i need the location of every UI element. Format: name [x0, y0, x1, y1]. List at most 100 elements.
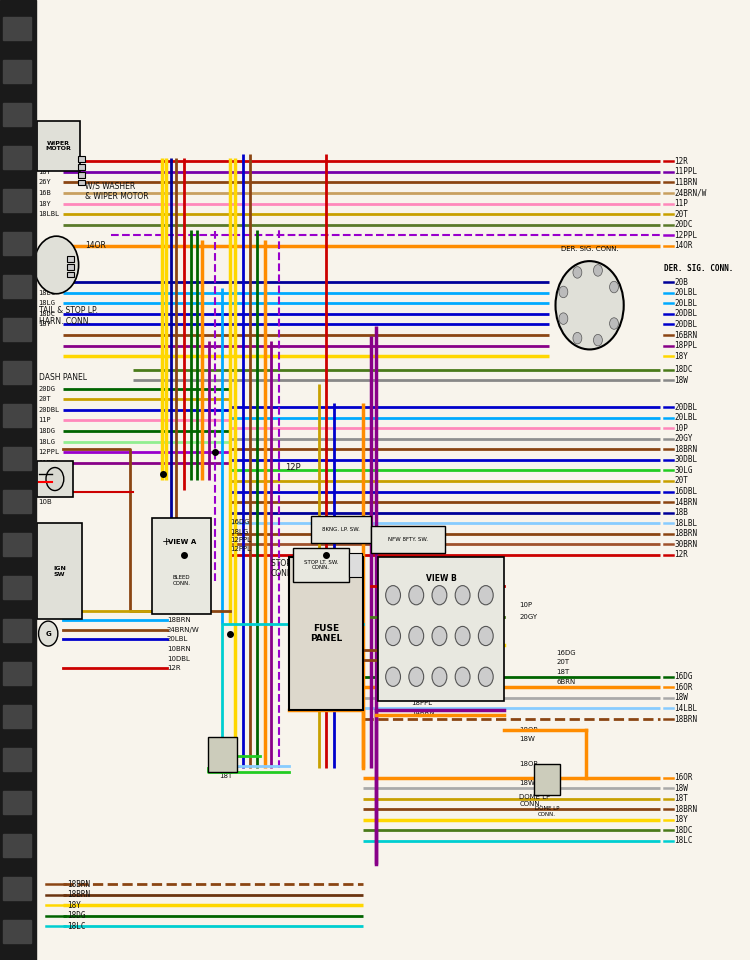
Bar: [290, 557, 364, 710]
Text: 16DG: 16DG: [556, 650, 576, 656]
Text: 18Y: 18Y: [423, 642, 436, 648]
Bar: [67, 272, 74, 277]
Text: 11PPL: 11PPL: [38, 460, 60, 466]
Text: 18BRN: 18BRN: [674, 714, 698, 724]
Circle shape: [559, 286, 568, 298]
Text: 16OR: 16OR: [674, 683, 693, 692]
Text: 18W: 18W: [519, 780, 535, 786]
Text: 18LG: 18LG: [38, 300, 56, 306]
Bar: [152, 518, 211, 614]
Text: 16BRN: 16BRN: [674, 330, 698, 340]
Text: DER. SIG. CONN.: DER. SIG. CONN.: [664, 264, 734, 274]
Text: 18PPL: 18PPL: [412, 700, 433, 706]
Bar: [208, 737, 237, 772]
Text: 16OR: 16OR: [674, 773, 693, 782]
Text: 18T: 18T: [219, 773, 232, 779]
Text: 16DBL: 16DBL: [674, 487, 698, 496]
Bar: [3, 791, 32, 814]
Text: 18DC: 18DC: [437, 614, 457, 620]
Bar: [3, 920, 32, 943]
Bar: [3, 60, 32, 84]
Bar: [78, 172, 86, 178]
Bar: [349, 553, 362, 577]
Bar: [78, 180, 86, 185]
Text: 20DBL: 20DBL: [674, 402, 698, 412]
Text: 20GY: 20GY: [674, 434, 693, 444]
Bar: [3, 361, 32, 384]
Bar: [3, 876, 32, 900]
Circle shape: [610, 318, 619, 329]
Text: 12PPL: 12PPL: [38, 449, 60, 455]
Circle shape: [478, 626, 494, 646]
Text: 30DBL: 30DBL: [674, 455, 698, 465]
Text: 18Y: 18Y: [38, 201, 51, 206]
Text: 18BRN: 18BRN: [674, 529, 698, 539]
Circle shape: [386, 626, 400, 646]
Bar: [3, 318, 32, 341]
Bar: [3, 748, 32, 771]
Text: 18LBL: 18LBL: [674, 518, 698, 528]
Text: G: G: [45, 631, 51, 636]
Circle shape: [409, 667, 424, 686]
Text: 18Y: 18Y: [67, 900, 80, 910]
Text: 20LBL: 20LBL: [674, 413, 698, 422]
Text: DOME LP
CONN.: DOME LP CONN.: [519, 794, 550, 807]
Text: 16DG: 16DG: [674, 672, 693, 682]
Text: 18OR: 18OR: [519, 761, 538, 767]
Circle shape: [556, 261, 624, 349]
Text: 12P: 12P: [285, 463, 301, 472]
Text: DER. SIG. CONN.: DER. SIG. CONN.: [561, 246, 619, 252]
Text: 20B: 20B: [674, 277, 688, 287]
Text: 20LC: 20LC: [166, 608, 184, 613]
Text: 18W: 18W: [519, 736, 535, 742]
Bar: [370, 526, 445, 553]
Text: 10BRN: 10BRN: [166, 646, 190, 652]
Text: VIEW A: VIEW A: [167, 540, 196, 545]
Text: 20DBL: 20DBL: [674, 320, 698, 329]
Bar: [3, 661, 32, 684]
Circle shape: [455, 667, 470, 686]
Text: 30BRN: 30BRN: [674, 540, 698, 549]
Bar: [3, 146, 32, 169]
Circle shape: [610, 281, 619, 293]
Text: FUSE
PANEL: FUSE PANEL: [310, 624, 343, 643]
Text: NFW 8FTY. SW.: NFW 8FTY. SW.: [370, 538, 426, 547]
Text: 20T: 20T: [556, 660, 569, 665]
Bar: [78, 156, 86, 162]
Text: 18LG: 18LG: [38, 290, 56, 296]
Bar: [293, 548, 349, 582]
Text: 20GY: 20GY: [519, 614, 537, 620]
Text: 24BRN/W: 24BRN/W: [674, 188, 706, 198]
Text: 18LC: 18LC: [674, 836, 693, 846]
Text: 20DBL: 20DBL: [674, 309, 698, 319]
Text: 18BRN: 18BRN: [166, 617, 190, 623]
Text: 18DG: 18DG: [437, 602, 458, 608]
Text: TAIL & STOP LP.
HARN. CONN.: TAIL & STOP LP. HARN. CONN.: [38, 306, 98, 325]
Text: 18DC: 18DC: [38, 478, 58, 484]
Bar: [3, 490, 32, 513]
Circle shape: [432, 667, 447, 686]
Text: 18BRN: 18BRN: [674, 804, 698, 814]
Text: 6BRN: 6BRN: [556, 679, 575, 684]
Text: 12PPL: 12PPL: [674, 230, 698, 240]
Text: 20DC: 20DC: [674, 220, 693, 229]
Circle shape: [38, 621, 58, 646]
Bar: [3, 276, 32, 299]
Text: 18B: 18B: [674, 508, 688, 517]
Text: 12R: 12R: [674, 550, 688, 560]
Text: 11P: 11P: [38, 418, 51, 423]
Text: 18DG: 18DG: [38, 428, 56, 434]
Circle shape: [573, 267, 582, 278]
Circle shape: [409, 626, 424, 646]
Text: 26LG: 26LG: [219, 754, 237, 759]
Text: 10DBL: 10DBL: [166, 656, 190, 661]
Text: 12R: 12R: [674, 156, 688, 166]
Bar: [534, 764, 560, 795]
Bar: [3, 104, 32, 127]
Text: 11PPL: 11PPL: [674, 167, 698, 177]
Text: 18LC: 18LC: [67, 922, 86, 931]
Text: 18W: 18W: [674, 783, 688, 793]
Text: STOP LT. SW.
CONN.: STOP LT. SW. CONN.: [304, 560, 338, 570]
Text: 20DG: 20DG: [38, 386, 56, 392]
Text: 14BRN: 14BRN: [412, 710, 435, 716]
